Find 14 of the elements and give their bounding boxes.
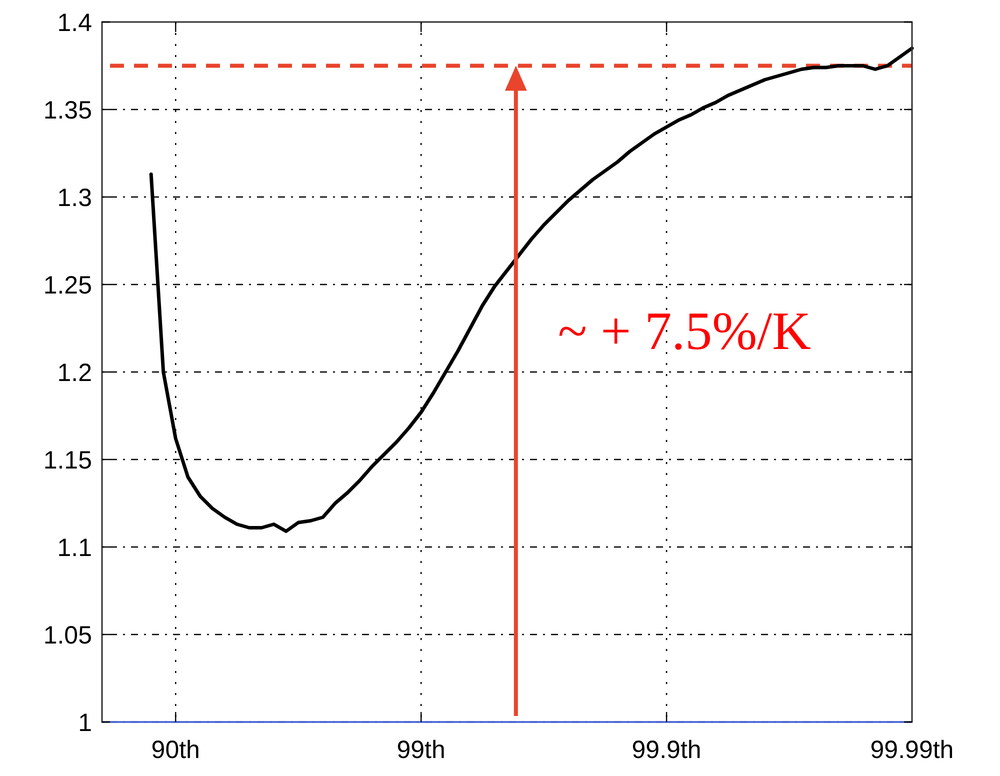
y-tick-label: 1.15 xyxy=(43,446,92,474)
y-tick-label: 1.35 xyxy=(43,96,92,124)
y-tick-label: 1.4 xyxy=(57,8,92,37)
x-tick-label: 99.99th xyxy=(870,736,954,764)
y-tick-label: 1.05 xyxy=(43,621,92,650)
x-tick-label: 90th xyxy=(151,736,200,764)
x-tick-label: 99.9th xyxy=(632,736,702,764)
annotation: ~ + 7.5%/K xyxy=(558,300,812,361)
y-tick-label: 1 xyxy=(78,708,92,737)
x-tick-label: 99th xyxy=(396,736,446,764)
y-tick-label: 1.1 xyxy=(57,534,92,562)
y-tick-label: 1.3 xyxy=(57,184,92,212)
y-tick-label: 1.25 xyxy=(43,271,92,300)
y-tick-label: 1.2 xyxy=(57,358,92,387)
